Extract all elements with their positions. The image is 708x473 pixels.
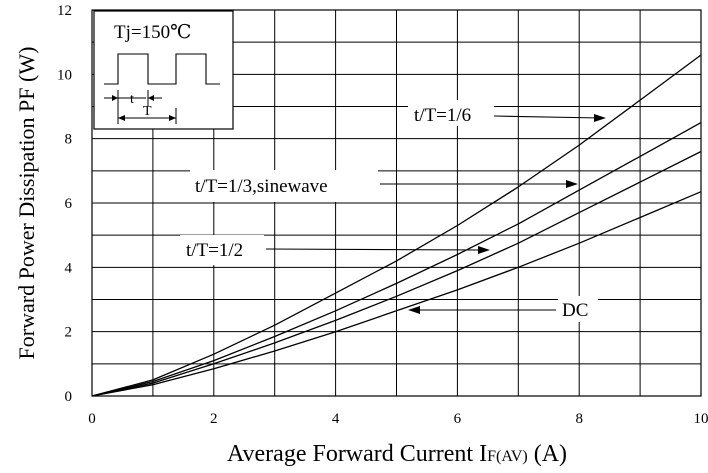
T-arrow-head [169,115,176,121]
arrow-head [594,114,606,122]
x-axis-label: Average Forward Current IF(AV) (A) [227,441,567,467]
series-line-4 [91,191,702,397]
curves [91,54,702,397]
x-axis-label-subscript: F(AV) [487,448,528,465]
x-tick-label: 6 [454,411,462,427]
x-tick-label: 2 [210,411,218,427]
y-tick-label: 6 [65,196,73,212]
x-tick-label: 0 [88,411,96,427]
annotation-dc: DC [408,296,598,322]
inset-T-label: T [143,104,152,119]
annotation-label: DC [562,300,588,321]
annotation-arrow [493,115,601,119]
x-axis-label-main: Average Forward Current I [227,441,487,467]
annotation-1-3-sinewave: t/T=1/3,sinewave [190,170,578,202]
arrow-head [478,246,490,254]
pulse-waveform [104,53,220,85]
y-tick-label: 10 [57,67,72,83]
series-line-3 [91,150,702,397]
y-tick-label: 4 [65,260,73,276]
t-arrow-head [148,95,154,101]
t-arrow-head [112,95,118,101]
annotation-1-2: t/T=1/2 [180,235,490,265]
arrow-head [408,306,420,314]
x-tick-label: 4 [332,411,340,427]
inset-box: Tj=150℃ t T [93,10,234,130]
y-tick-label: 12 [57,3,72,19]
y-tick-labels: 0 2 4 6 8 10 12 [57,3,73,405]
series-line-2 [91,122,702,397]
series-line-1 [91,54,702,397]
x-tick-labels: 0 2 4 6 8 10 [88,411,708,427]
plot-area-border [91,9,702,397]
y-tick-label: 2 [65,325,73,341]
x-tick-label: 8 [575,411,583,427]
annotation-label: t/T=1/6 [414,105,471,126]
x-axis-label-unit: (A) [534,441,567,467]
annotation-label: t/T=1/2 [186,240,243,261]
inset-t-label: t [130,92,134,107]
arrow-head [566,180,578,188]
annotation-1-6: t/T=1/6 [408,100,606,126]
annotation-arrow [265,248,483,251]
y-tick-label: 0 [65,389,73,405]
x-tick-label: 10 [694,411,708,427]
y-tick-label: 8 [65,132,73,148]
annotation-label: t/T=1/3,sinewave [195,176,328,197]
T-arrow-head [118,115,125,121]
y-axis-label: Forward Power Dissipation PF (W) [14,47,39,360]
inset-condition: Tj=150℃ [114,22,191,43]
